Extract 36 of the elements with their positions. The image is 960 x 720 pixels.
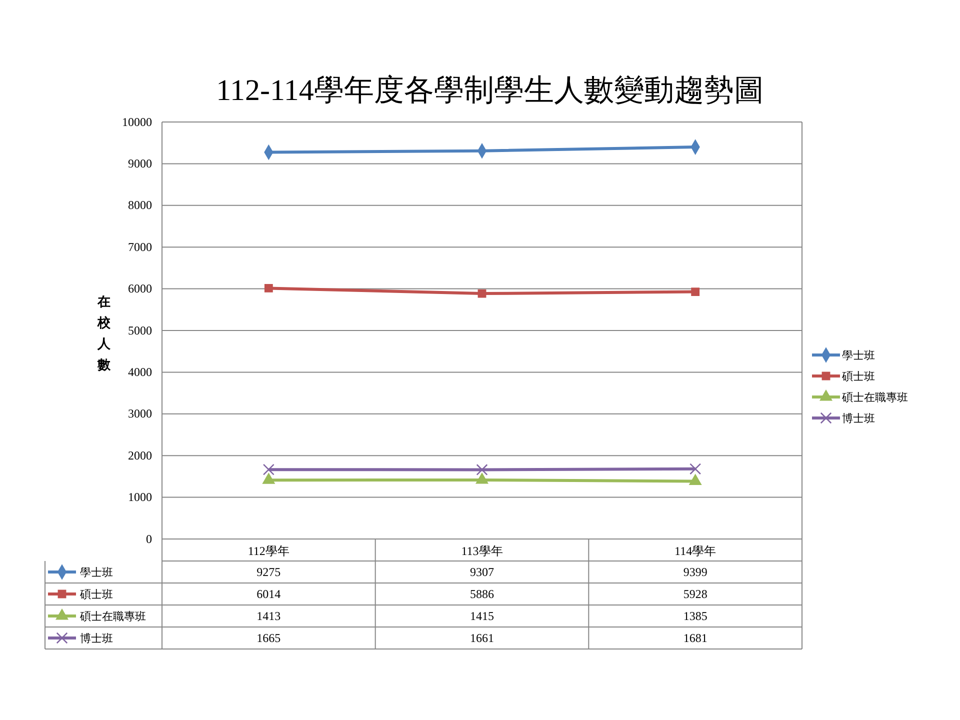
data-label: 9307 [470, 565, 494, 579]
y-tick-label: 5000 [128, 323, 152, 338]
data-label: 5886 [470, 587, 494, 601]
y-tick-label: 0 [146, 532, 152, 546]
chart-title: 112-114學年度各學制學生人數變動趨勢圖 [216, 74, 764, 107]
legend-label: 學士班 [842, 349, 875, 362]
y-tick-label: 6000 [128, 282, 152, 296]
data-label: 9275 [256, 565, 281, 579]
data-label: 1415 [470, 609, 494, 623]
data-label: 6014 [256, 587, 281, 601]
y-tick-label: 4000 [128, 365, 152, 380]
y-tick-label: 3000 [128, 406, 152, 421]
legend-label: 碩士班 [841, 370, 875, 383]
y-tick-label: 7000 [128, 240, 152, 254]
data-label: 5928 [683, 587, 708, 601]
legend-label: 博士班 [842, 412, 875, 425]
x-tick-label: 113學年 [461, 544, 503, 558]
y-tick-label: 1000 [128, 490, 152, 504]
x-tick-label: 112學年 [248, 544, 290, 558]
text: 博士班 [80, 633, 113, 645]
data-label: 1385 [683, 609, 708, 623]
data-label: 1681 [683, 631, 708, 645]
text: 碩士在職專班 [80, 611, 146, 623]
data-label: 1665 [256, 631, 281, 645]
y-tick-label: 9000 [128, 156, 152, 171]
text: 學士班 [80, 567, 113, 579]
y-tick-label: 2000 [128, 448, 152, 462]
legend-label: 碩士在職專班 [841, 391, 908, 404]
data-label: 9399 [683, 565, 708, 579]
data-label: 1413 [256, 609, 281, 623]
text: 碩士班 [80, 589, 113, 601]
x-tick-label: 114學年 [674, 544, 716, 558]
data-label: 1661 [470, 631, 494, 645]
y-tick-label: 8000 [128, 198, 152, 212]
y-tick-label: 10000 [122, 114, 152, 129]
y-axis-title: 在校人數 [96, 294, 112, 372]
